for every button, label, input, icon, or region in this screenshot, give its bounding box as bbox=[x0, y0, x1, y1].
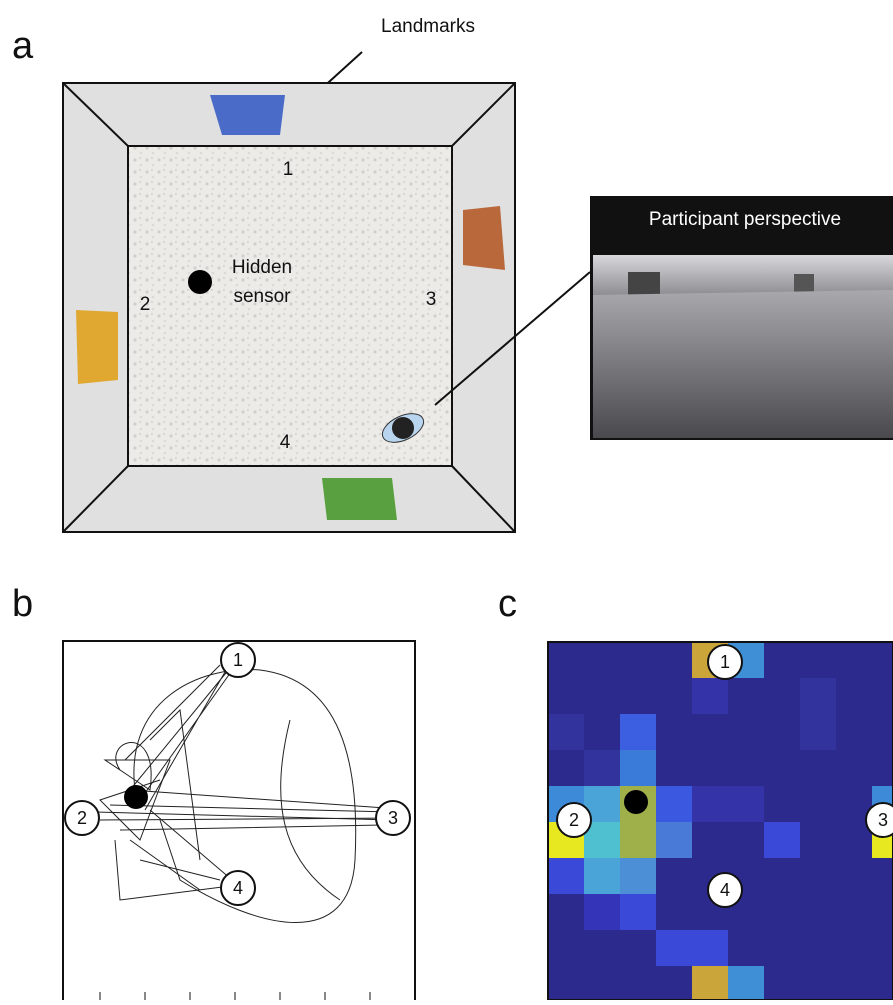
marker-circle bbox=[220, 642, 256, 678]
markers: 1 2 3 4 bbox=[556, 644, 893, 908]
heat-cell bbox=[764, 822, 800, 858]
heat-cell bbox=[692, 930, 728, 966]
marker-circle bbox=[220, 870, 256, 906]
marker-label: 4 bbox=[233, 878, 243, 898]
marker-label: 2 bbox=[77, 808, 87, 828]
panel-label: b bbox=[12, 583, 33, 625]
landmark bbox=[76, 310, 118, 384]
heat-cell bbox=[728, 786, 764, 822]
marker-label: 4 bbox=[720, 880, 730, 900]
marker-circle bbox=[556, 802, 592, 838]
callout-line bbox=[434, 271, 591, 406]
room-floor bbox=[127, 145, 453, 467]
heat-cell bbox=[800, 678, 836, 714]
room-edges bbox=[62, 82, 516, 533]
heat-cell bbox=[692, 786, 728, 822]
panel-label: a bbox=[12, 25, 34, 67]
heat-cell bbox=[620, 894, 656, 930]
heat-cell bbox=[692, 966, 728, 1000]
wall-number: 3 bbox=[426, 289, 437, 310]
heat-cell bbox=[656, 822, 692, 858]
heat-cell bbox=[620, 750, 656, 786]
heat-cell bbox=[620, 822, 656, 858]
marker-label: 3 bbox=[878, 810, 888, 830]
marker-circle bbox=[707, 644, 743, 680]
marker-circle bbox=[375, 800, 411, 836]
trajectory bbox=[94, 661, 394, 923]
heat-cell bbox=[584, 858, 620, 894]
heat-cell bbox=[620, 858, 656, 894]
landmark bbox=[463, 206, 505, 270]
marker-label: 3 bbox=[388, 808, 398, 828]
heat-cell bbox=[548, 858, 584, 894]
heat-cell bbox=[584, 894, 620, 930]
annotation: Landmarks bbox=[381, 16, 475, 37]
landmark bbox=[210, 95, 285, 135]
annotation: Hidden bbox=[232, 257, 292, 278]
heat-cell bbox=[656, 930, 692, 966]
heat-cell bbox=[728, 966, 764, 1000]
wall-number: 1 bbox=[283, 159, 294, 180]
sensor-dot bbox=[624, 790, 648, 814]
heat-cell bbox=[692, 678, 728, 714]
plot-frame bbox=[62, 640, 416, 1005]
heat-cell bbox=[656, 786, 692, 822]
marker-circle bbox=[865, 802, 893, 838]
annotation: sensor bbox=[233, 286, 291, 307]
heat-cell bbox=[800, 714, 836, 750]
heat-cell bbox=[620, 714, 656, 750]
wall-number: 2 bbox=[140, 294, 151, 315]
landmark bbox=[322, 478, 397, 520]
marker-label: 1 bbox=[720, 652, 730, 672]
sensor-dot bbox=[188, 270, 212, 294]
wall-number: 4 bbox=[280, 432, 291, 453]
markers: 1 2 3 4 bbox=[64, 642, 411, 906]
heat-cell bbox=[548, 714, 584, 750]
marker-label: 1 bbox=[233, 650, 243, 670]
marker-circle bbox=[64, 800, 100, 836]
panel-label: c bbox=[498, 583, 517, 625]
marker-circle bbox=[707, 872, 743, 908]
sensor-dot bbox=[124, 785, 148, 809]
perspective-view bbox=[590, 196, 893, 440]
inset-title: Participant perspective bbox=[649, 209, 841, 230]
x-axis-ticks bbox=[99, 992, 371, 1000]
heatmap bbox=[548, 642, 893, 1000]
marker-label: 2 bbox=[569, 810, 579, 830]
heat-cell bbox=[584, 750, 620, 786]
participant bbox=[381, 413, 425, 443]
